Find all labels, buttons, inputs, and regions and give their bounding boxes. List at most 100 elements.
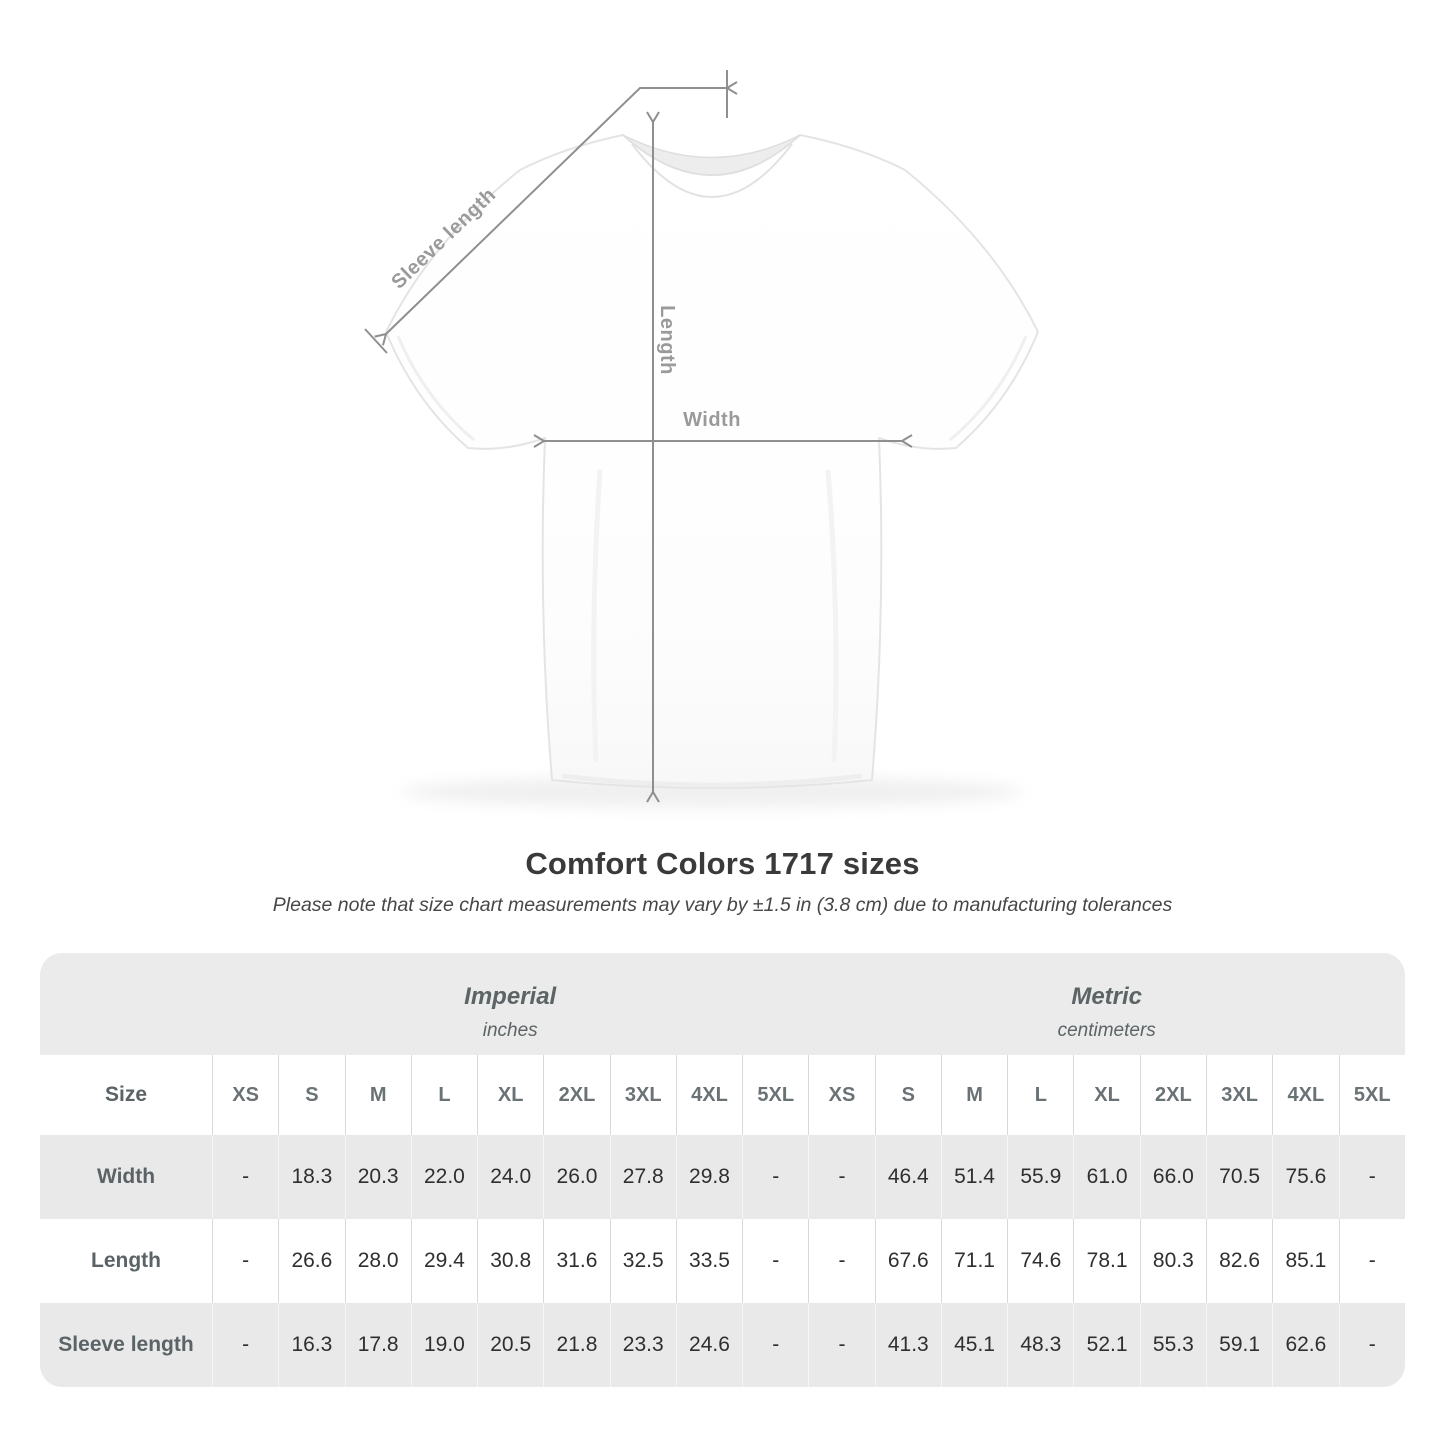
value-cell: - bbox=[742, 1303, 809, 1387]
value-cell: 70.5 bbox=[1205, 1135, 1273, 1219]
row-label: Length bbox=[40, 1219, 212, 1303]
section-unit: inches bbox=[482, 1019, 538, 1041]
size-header-cell: XS bbox=[212, 1055, 279, 1135]
size-header-cell: 4XL bbox=[675, 1055, 743, 1135]
size-header-cell: M bbox=[344, 1055, 411, 1135]
value-cell: 75.6 bbox=[1272, 1135, 1339, 1219]
value-cell: - bbox=[212, 1303, 279, 1387]
value-cell: - bbox=[212, 1135, 279, 1219]
length-label: Length bbox=[656, 305, 678, 375]
sleeve-length-arrow bbox=[374, 81, 738, 346]
width-label: Width bbox=[683, 409, 741, 431]
value-cell: 16.3 bbox=[278, 1303, 345, 1387]
value-cell: - bbox=[1338, 1219, 1405, 1303]
size-header-row: Size XS S M L XL 2XL 3XL 4XL 5XL XS S M L XL 2XL 3XL 4XL 5… bbox=[40, 1055, 1405, 1135]
tshirt-fold-left bbox=[591, 469, 603, 763]
size-header-cell: 2XL bbox=[543, 1055, 610, 1135]
value-cell: 41.3 bbox=[874, 1303, 941, 1387]
section-title: Metric bbox=[1071, 982, 1143, 1010]
size-header-cell: 3XL bbox=[609, 1055, 676, 1135]
units-header-row: Imperial inches Metric centimeters bbox=[40, 953, 1405, 1055]
tshirt-shadow bbox=[402, 776, 1022, 808]
value-cell: - bbox=[808, 1303, 875, 1387]
size-header-cell: 4XL bbox=[1272, 1055, 1339, 1135]
section-title: Imperial bbox=[464, 982, 557, 1010]
table-row: Width -18.3 20.3 22.0 24.0 26.0 27.8 29.8- -46.4… bbox=[40, 1135, 1405, 1219]
value-cell: 62.6 bbox=[1272, 1303, 1339, 1387]
value-cell: - bbox=[212, 1219, 279, 1303]
value-cell: 45.1 bbox=[940, 1303, 1008, 1387]
size-header-cell: 5XL bbox=[742, 1055, 809, 1135]
size-header-cell: L bbox=[1007, 1055, 1074, 1135]
value-cell: - bbox=[1338, 1303, 1405, 1387]
size-header-cell: XS bbox=[808, 1055, 875, 1135]
value-cell: 61.0 bbox=[1073, 1135, 1140, 1219]
size-header-cell: M bbox=[940, 1055, 1008, 1135]
band-spacer bbox=[40, 953, 212, 1055]
value-cell: 21.8 bbox=[543, 1303, 610, 1387]
value-cell: 82.6 bbox=[1205, 1219, 1273, 1303]
section-header-imperial: Imperial inches bbox=[212, 953, 809, 1055]
size-header-cell: S bbox=[874, 1055, 941, 1135]
value-cell: 19.0 bbox=[410, 1303, 478, 1387]
size-header-cell: 5XL bbox=[1338, 1055, 1405, 1135]
value-cell: 20.5 bbox=[477, 1303, 544, 1387]
tshirt-fold-right bbox=[825, 469, 839, 763]
value-cell: 20.3 bbox=[344, 1135, 411, 1219]
value-cell: 78.1 bbox=[1073, 1219, 1140, 1303]
section-unit: centimeters bbox=[1057, 1019, 1156, 1041]
value-cell: 67.6 bbox=[874, 1219, 941, 1303]
value-cell: 51.4 bbox=[940, 1135, 1008, 1219]
size-header-cell: XL bbox=[1073, 1055, 1140, 1135]
value-cell: 74.6 bbox=[1007, 1219, 1074, 1303]
table-row: Sleeve length -16.3 17.8 19.0 20.5 21.8 23.3 24… bbox=[40, 1303, 1405, 1387]
value-cell: - bbox=[808, 1219, 875, 1303]
value-cell: 22.0 bbox=[410, 1135, 478, 1219]
value-cell: 48.3 bbox=[1007, 1303, 1074, 1387]
value-cell: 17.8 bbox=[344, 1303, 411, 1387]
value-cell: - bbox=[742, 1219, 809, 1303]
value-cell: 85.1 bbox=[1272, 1219, 1339, 1303]
size-column-header: Size bbox=[40, 1055, 212, 1135]
tshirt-measurement-diagram: Sleeve length Length Width bbox=[364, 70, 1039, 808]
value-cell: 32.5 bbox=[609, 1219, 676, 1303]
page-title: Comfort Colors 1717 sizes bbox=[525, 846, 920, 881]
size-header-cell: 3XL bbox=[1205, 1055, 1273, 1135]
value-cell: 29.8 bbox=[675, 1135, 743, 1219]
size-header-cell: L bbox=[410, 1055, 478, 1135]
value-cell: 23.3 bbox=[609, 1303, 676, 1387]
value-cell: 24.6 bbox=[675, 1303, 743, 1387]
tshirt-left-cuff-stitch bbox=[396, 335, 475, 442]
value-cell: 55.9 bbox=[1007, 1135, 1074, 1219]
value-cell: 30.8 bbox=[477, 1219, 544, 1303]
value-cell: 46.4 bbox=[874, 1135, 941, 1219]
value-cell: 80.3 bbox=[1139, 1219, 1206, 1303]
value-cell: 55.3 bbox=[1139, 1303, 1206, 1387]
value-cell: 26.0 bbox=[543, 1135, 610, 1219]
row-label: Width bbox=[40, 1135, 212, 1219]
value-cell: - bbox=[1338, 1135, 1405, 1219]
tshirt-hem-shadow bbox=[561, 773, 863, 788]
sleeve-length-end-tick bbox=[364, 328, 388, 354]
value-cell: 33.5 bbox=[675, 1219, 743, 1303]
size-header-cell: XL bbox=[477, 1055, 544, 1135]
value-cell: 66.0 bbox=[1139, 1135, 1206, 1219]
value-cell: 18.3 bbox=[278, 1135, 345, 1219]
section-header-metric: Metric centimeters bbox=[808, 953, 1405, 1055]
value-cell: 26.6 bbox=[278, 1219, 345, 1303]
size-table-container: Imperial inches Metric centimeters Size XS S M L… bbox=[40, 953, 1405, 1387]
value-cell: - bbox=[742, 1135, 809, 1219]
table-row: Length -26.6 28.0 29.4 30.8 31.6 32.5 33.5- -67.… bbox=[40, 1219, 1405, 1303]
value-cell: 71.1 bbox=[940, 1219, 1008, 1303]
value-cell: - bbox=[808, 1135, 875, 1219]
tshirt-right-cuff-stitch bbox=[949, 335, 1028, 442]
value-cell: 59.1 bbox=[1205, 1303, 1273, 1387]
tolerance-note: Please note that size chart measurements… bbox=[272, 894, 1173, 916]
value-cell: 27.8 bbox=[609, 1135, 676, 1219]
value-cell: 31.6 bbox=[543, 1219, 610, 1303]
value-cell: 52.1 bbox=[1073, 1303, 1140, 1387]
size-table: Imperial inches Metric centimeters Size XS S M L… bbox=[40, 953, 1405, 1387]
tshirt-graphic bbox=[385, 134, 1039, 789]
tshirt-diagram-svg: Sleeve length Length Width bbox=[364, 70, 1039, 808]
